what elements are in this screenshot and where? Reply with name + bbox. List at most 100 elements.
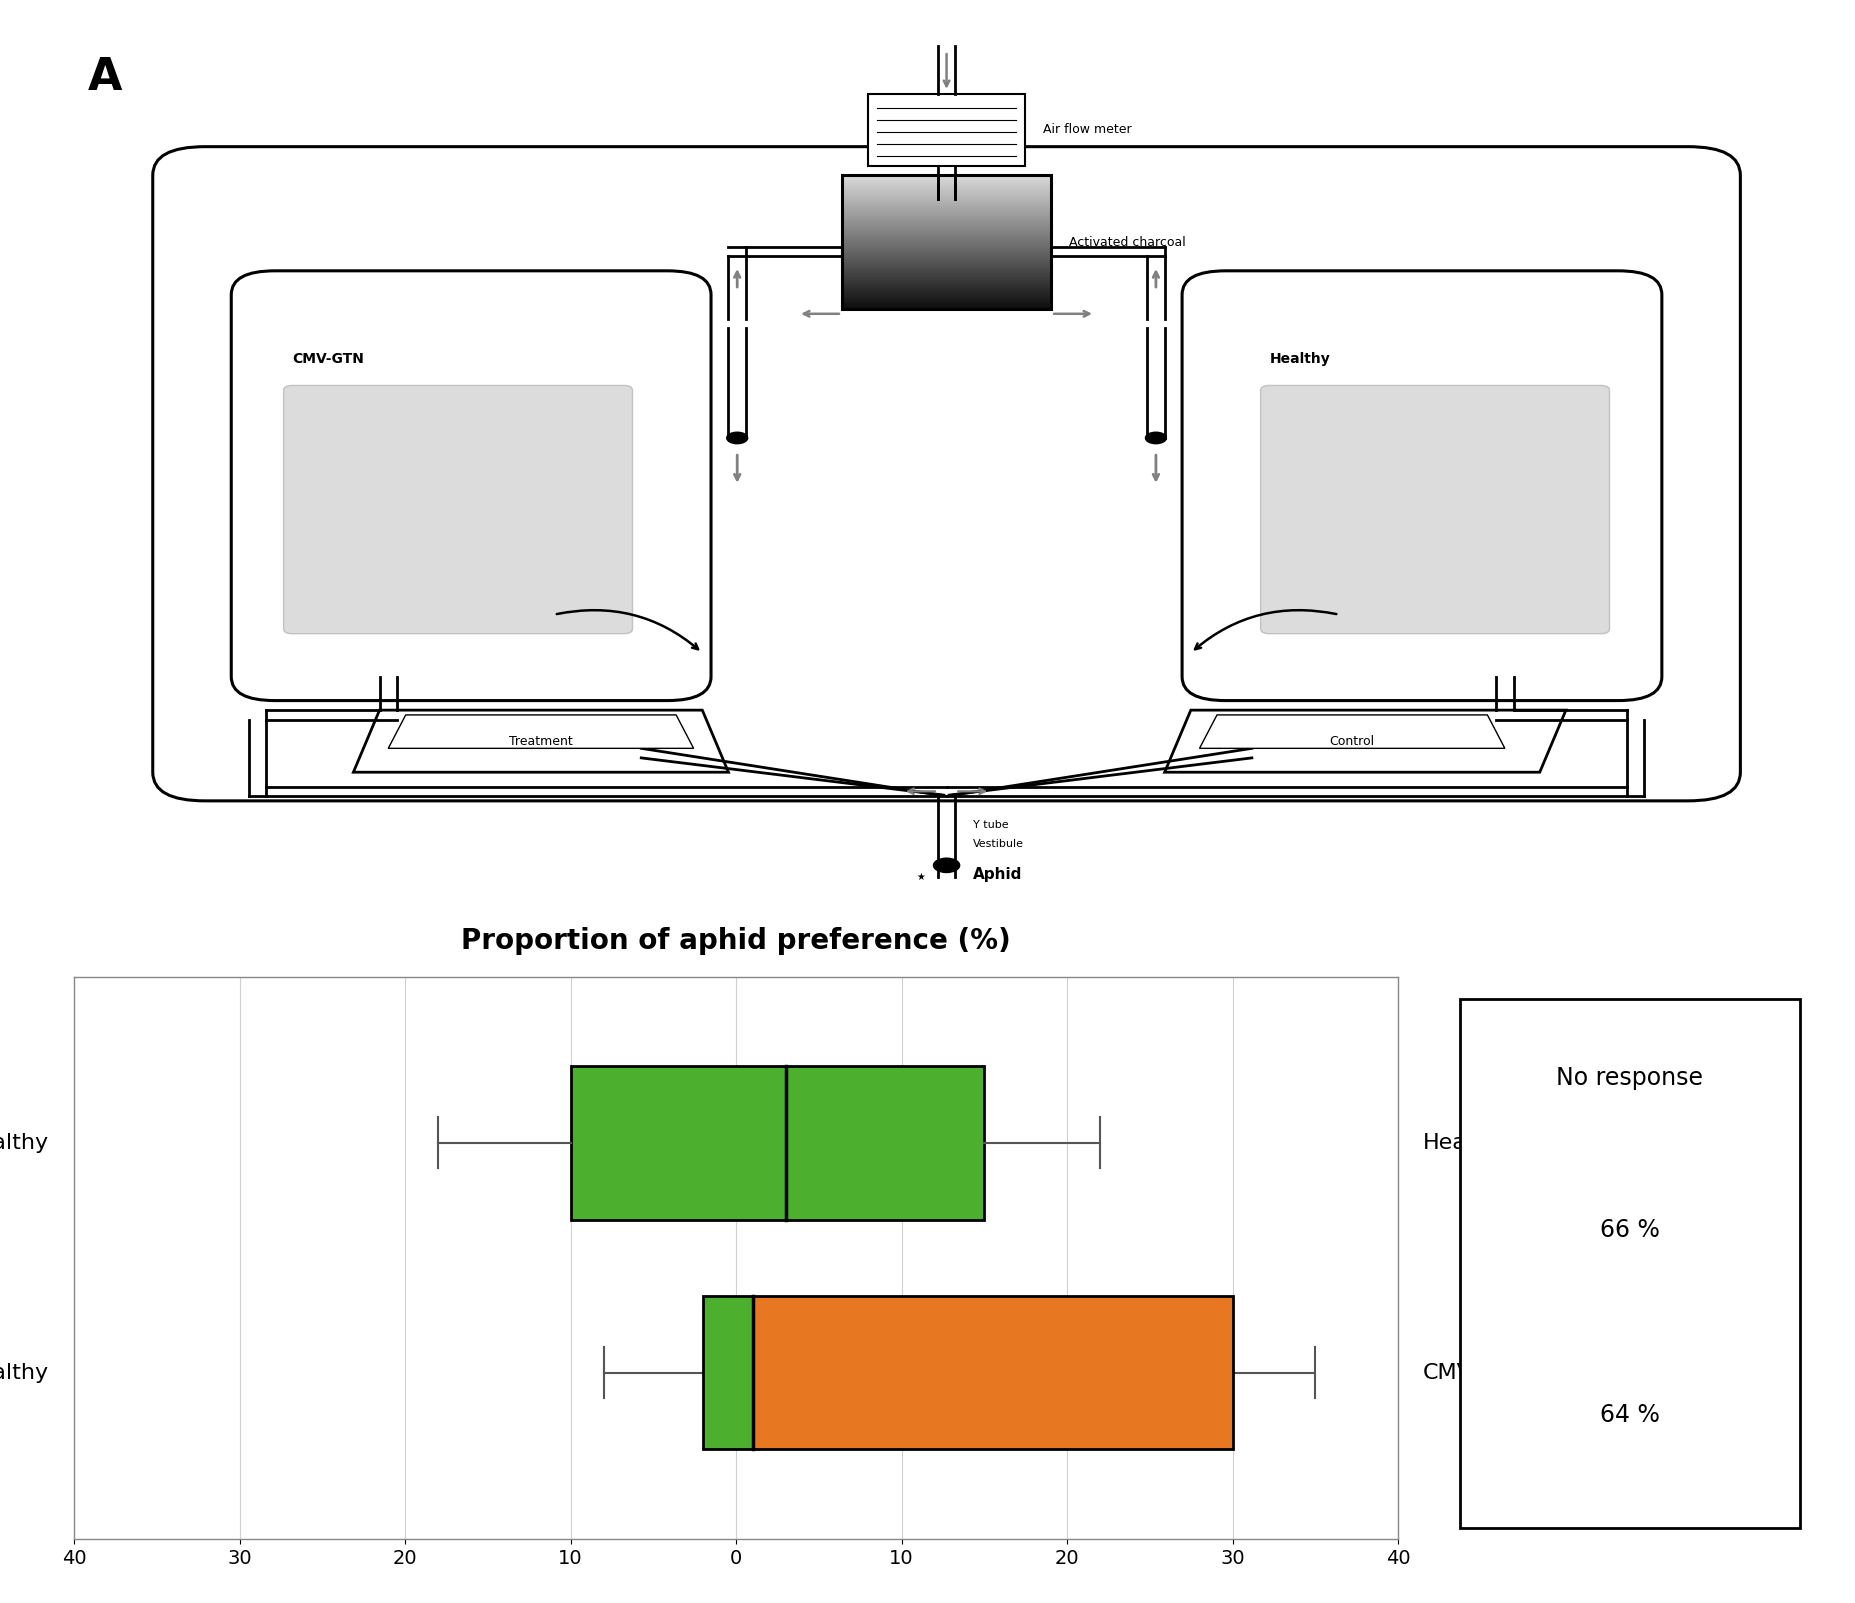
Bar <box>842 247 1050 248</box>
Bar <box>842 205 1050 207</box>
Bar <box>842 240 1050 242</box>
Text: Activated charcoal: Activated charcoal <box>1068 236 1185 248</box>
Bar <box>842 279 1050 281</box>
Title: Proportion of aphid preference (%): Proportion of aphid preference (%) <box>462 927 1011 955</box>
Text: Y tube: Y tube <box>972 819 1007 830</box>
Bar <box>842 281 1050 282</box>
Bar <box>842 199 1050 200</box>
Bar <box>842 255 1050 256</box>
FancyBboxPatch shape <box>1458 999 1799 1528</box>
Bar <box>842 269 1050 271</box>
Bar <box>842 305 1050 306</box>
Bar <box>842 184 1050 186</box>
Bar <box>569 1066 983 1220</box>
Bar <box>842 273 1050 274</box>
Bar <box>842 285 1050 287</box>
Bar <box>703 1297 753 1449</box>
Bar <box>842 242 1050 244</box>
Bar <box>842 306 1050 308</box>
Circle shape <box>727 433 748 444</box>
Bar <box>842 208 1050 210</box>
Bar <box>842 234 1050 236</box>
Bar <box>842 200 1050 202</box>
Bar <box>842 295 1050 297</box>
Text: A: A <box>87 56 122 99</box>
Bar <box>842 263 1050 264</box>
Bar <box>842 297 1050 300</box>
Text: Healthy: Healthy <box>1269 353 1330 367</box>
Bar <box>842 256 1050 258</box>
Bar <box>842 216 1050 218</box>
Bar <box>842 202 1050 204</box>
Bar <box>842 244 1050 245</box>
Bar <box>842 232 1050 234</box>
Bar <box>842 248 1050 250</box>
Text: Control: Control <box>1328 734 1375 747</box>
Bar <box>842 210 1050 212</box>
Bar <box>842 303 1050 305</box>
Bar <box>842 287 1050 289</box>
Bar <box>842 213 1050 215</box>
Text: Treatment: Treatment <box>508 734 573 747</box>
Bar <box>842 300 1050 301</box>
Text: CMV-GTN: CMV-GTN <box>293 353 364 367</box>
FancyBboxPatch shape <box>232 271 710 701</box>
Bar <box>842 266 1050 268</box>
Bar <box>842 180 1050 183</box>
Bar <box>842 196 1050 197</box>
Bar <box>842 207 1050 208</box>
Bar <box>842 231 1050 232</box>
Bar <box>842 191 1050 192</box>
Bar <box>842 282 1050 284</box>
Polygon shape <box>352 710 727 773</box>
Bar <box>842 228 1050 229</box>
Bar <box>842 189 1050 191</box>
Circle shape <box>933 858 959 872</box>
Bar <box>842 236 1050 237</box>
Bar <box>842 301 1050 303</box>
Polygon shape <box>1198 715 1504 749</box>
Text: CMV-infected: CMV-infected <box>1423 1363 1569 1383</box>
Bar <box>842 271 1050 273</box>
Bar <box>842 223 1050 224</box>
Bar <box>842 252 1050 253</box>
Text: 64 %: 64 % <box>1599 1403 1658 1427</box>
Text: 66 %: 66 % <box>1599 1218 1658 1242</box>
Bar <box>842 212 1050 213</box>
Polygon shape <box>1165 710 1566 773</box>
Bar <box>842 292 1050 293</box>
Bar <box>842 239 1050 240</box>
Bar <box>842 264 1050 266</box>
Bar <box>842 175 1050 176</box>
Bar <box>842 204 1050 205</box>
Bar <box>842 221 1050 223</box>
Bar <box>842 284 1050 285</box>
Bar <box>842 277 1050 279</box>
Bar <box>842 194 1050 196</box>
Bar <box>842 218 1050 221</box>
Bar <box>842 197 1050 199</box>
Bar <box>842 268 1050 269</box>
Bar <box>842 250 1050 252</box>
Bar <box>842 308 1050 309</box>
Bar <box>842 229 1050 231</box>
FancyBboxPatch shape <box>1260 385 1608 633</box>
Bar <box>842 226 1050 228</box>
Bar <box>842 178 1050 180</box>
Bar <box>842 274 1050 276</box>
Bar <box>842 293 1050 295</box>
Text: Healthy: Healthy <box>0 1133 50 1153</box>
Bar <box>842 188 1050 189</box>
Bar <box>842 186 1050 188</box>
Bar <box>842 258 1050 261</box>
Bar <box>842 276 1050 277</box>
Bar <box>842 176 1050 178</box>
Text: Aphid: Aphid <box>972 867 1022 882</box>
FancyBboxPatch shape <box>152 146 1740 802</box>
Bar <box>842 289 1050 290</box>
FancyBboxPatch shape <box>284 385 633 633</box>
Text: Air flow meter: Air flow meter <box>1043 123 1130 136</box>
Bar <box>753 1297 1232 1449</box>
Bar <box>842 290 1050 292</box>
Bar <box>842 224 1050 226</box>
